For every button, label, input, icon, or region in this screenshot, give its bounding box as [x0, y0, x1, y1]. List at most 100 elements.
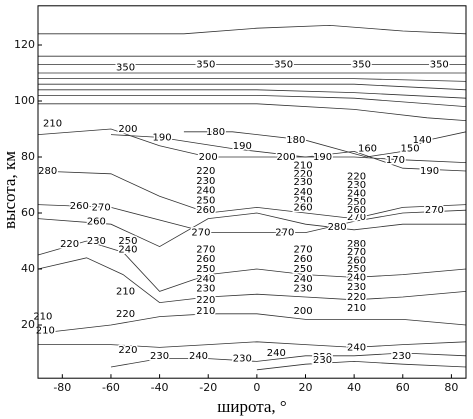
contour-label: 270 [347, 247, 366, 258]
contour-label: 180 [206, 127, 225, 138]
contour-label: 200 [276, 152, 295, 163]
contour-label: 250 [294, 264, 313, 275]
contour-label: 210 [33, 312, 52, 323]
contour-label: 170 [386, 155, 405, 166]
x-tick-label: 20 [299, 381, 313, 394]
contour-label: 350 [116, 62, 135, 73]
x-tick-label: 80 [444, 381, 458, 394]
contour-label: 250 [313, 352, 332, 363]
x-tick-label: 40 [347, 381, 361, 394]
contour-label: 350 [274, 60, 293, 71]
contour-line [37, 212, 466, 248]
contour-label: 210 [294, 160, 313, 171]
contour-line [37, 257, 467, 304]
contour-label: 250 [294, 195, 313, 206]
contour-label: 240 [196, 186, 215, 197]
contour-label: 250 [347, 264, 366, 275]
contour-label: 270 [347, 212, 366, 223]
contour-label: 220 [294, 169, 313, 180]
contour-label: 230 [233, 354, 252, 365]
contour-label: 190 [233, 141, 252, 152]
contour-label: 270 [196, 244, 215, 255]
y-tick-label: 40 [21, 262, 35, 275]
contour-label: 220 [118, 345, 137, 356]
contour-label: 240 [189, 351, 208, 362]
contour-label: 350 [430, 60, 449, 71]
contour-line [183, 131, 467, 158]
x-tick-label: 0 [253, 381, 260, 394]
contour-label: 260 [347, 256, 366, 267]
y-tick-label: 20 [21, 318, 35, 331]
contour-label: 230 [294, 284, 313, 295]
contour-label: 230 [313, 355, 332, 366]
contour-label: 260 [294, 254, 313, 265]
contour-label: 240 [267, 348, 286, 359]
contour-line [38, 89, 467, 99]
contour-line [38, 83, 467, 91]
contour-label: 210 [196, 306, 215, 317]
contour-label: 240 [196, 274, 215, 285]
contour-label: 250 [196, 264, 215, 275]
contour-label: 230 [196, 176, 215, 187]
contour-line [37, 240, 467, 292]
contour-label: 240 [347, 272, 366, 283]
contour-label: 210 [36, 326, 55, 337]
contour-label: 270 [275, 228, 294, 239]
contour-label: 220 [60, 239, 79, 250]
contour-line [38, 103, 467, 121]
contour-label: 260 [196, 254, 215, 265]
contour-label: 270 [294, 244, 313, 255]
contour-label: 220 [116, 309, 135, 320]
contour-label: 230 [392, 351, 411, 362]
contour-label: 230 [347, 282, 366, 293]
contour-label: 210 [43, 118, 62, 129]
contour-line [256, 360, 467, 371]
contour-label: 150 [401, 144, 420, 155]
contour-label: 270 [92, 202, 111, 213]
contour-label: 240 [347, 188, 366, 199]
contour-label: 190 [313, 152, 332, 163]
contour-label: 260 [87, 216, 106, 227]
contour-line [38, 95, 467, 107]
contour-label: 240 [347, 342, 366, 353]
contour-label: 280 [347, 239, 366, 250]
x-tick-label: -20 [199, 381, 217, 394]
contour-label: 240 [294, 187, 313, 198]
contour-label: 210 [116, 286, 135, 297]
y-tick-label: 80 [21, 150, 35, 163]
contour-label: 250 [196, 195, 215, 206]
contour-label: 180 [286, 135, 305, 146]
contour-label: 350 [352, 60, 371, 71]
contour-label: 280 [328, 222, 347, 233]
contour-label: 230 [294, 177, 313, 188]
y-tick-label: 60 [21, 206, 35, 219]
contour-label: 200 [199, 152, 218, 163]
contour-label: 270 [425, 205, 444, 216]
contour-label: 280 [38, 166, 57, 177]
contour-label: 270 [191, 228, 210, 239]
x-tick-label: -60 [102, 381, 120, 394]
contour-label: 230 [87, 236, 106, 247]
x-tick-label: 60 [396, 381, 410, 394]
x-axis-label: широта, ° [217, 397, 286, 416]
contour-label: 200 [294, 306, 313, 317]
contour-line [37, 204, 467, 233]
y-tick-label: 100 [14, 94, 35, 107]
contour-label: 190 [152, 132, 171, 143]
contour-label: 230 [347, 180, 366, 191]
contour-label: 260 [347, 205, 366, 216]
contour-label: 350 [196, 60, 215, 71]
contour-line [110, 134, 467, 172]
contour-label: 200 [118, 124, 137, 135]
contour-line [110, 352, 467, 368]
contour-label: 230 [196, 284, 215, 295]
contour-line [38, 341, 467, 348]
contour-label: 260 [196, 205, 215, 216]
contour-label: 220 [196, 166, 215, 177]
contour-label: 220 [196, 295, 215, 306]
contour-label: 220 [347, 292, 366, 303]
contour-label: 250 [118, 236, 137, 247]
contour-label: 160 [358, 144, 377, 155]
y-tick-label: 120 [14, 38, 35, 51]
